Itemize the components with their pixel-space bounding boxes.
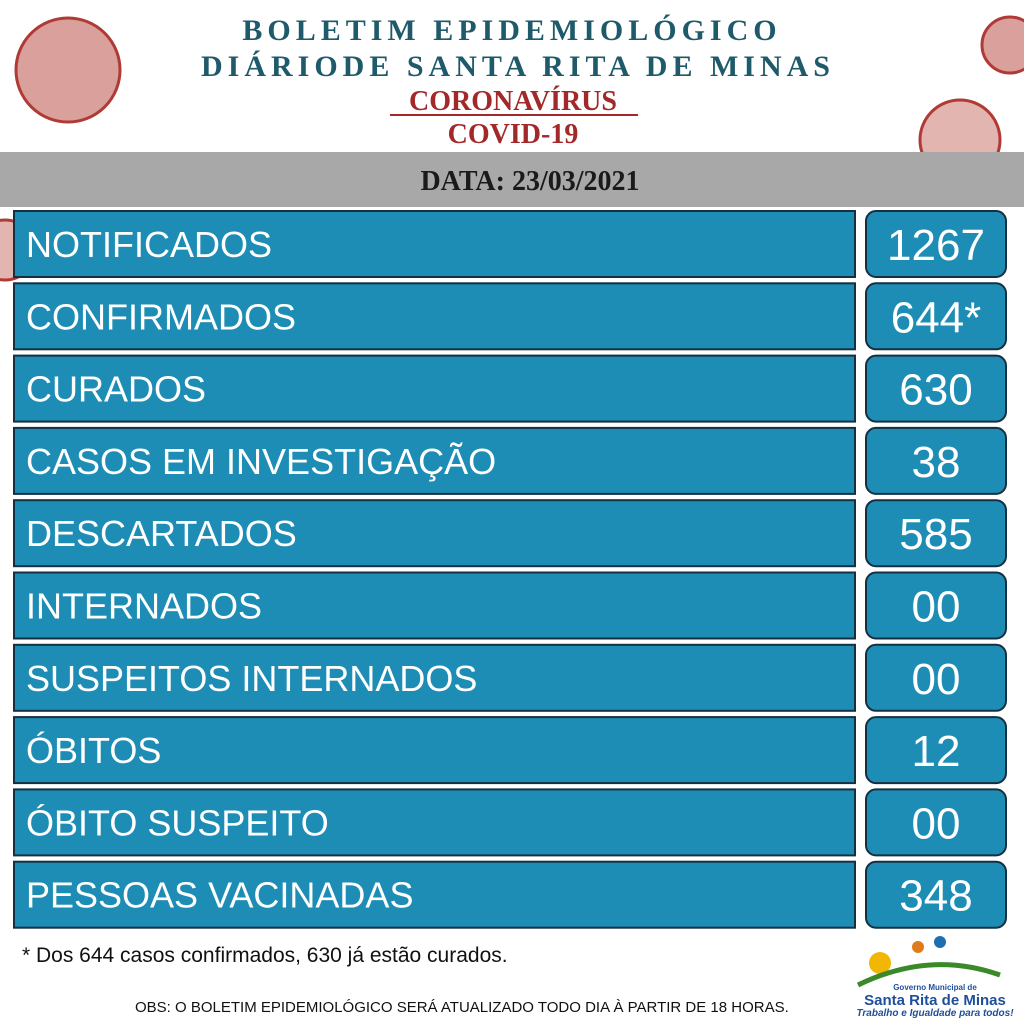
- row-value: 585: [899, 510, 972, 559]
- label-box: [13, 282, 856, 351]
- value-box: [865, 788, 1007, 857]
- rows: NOTIFICADOS 1267 CONFIRMADOS 644* CURADOS 630…: [13, 210, 1007, 929]
- row-value: 00: [912, 655, 961, 704]
- label-box: [13, 499, 856, 568]
- logo-figure: [912, 941, 924, 953]
- date: DATA: 23/03/2021: [420, 166, 639, 197]
- label-box: [13, 426, 856, 495]
- title-line: DIÁRIODE SANTA RITA DE MINAS: [201, 50, 835, 83]
- logo-figure: [934, 936, 946, 948]
- row-label: PESSOAS VACINADAS: [26, 875, 413, 916]
- value-box: [865, 426, 1007, 495]
- subtitle: COVID-19: [448, 119, 579, 150]
- row-label: ÓBITO SUSPEITO: [26, 802, 329, 843]
- label-box: [13, 571, 856, 640]
- logo-text: Santa Rita de Minas: [864, 992, 1006, 1009]
- row-label: SUSPEITOS INTERNADOS: [26, 658, 477, 699]
- row-value: 38: [912, 438, 961, 487]
- row-value: 1267: [887, 221, 985, 270]
- row-label: ÓBITOS: [26, 730, 161, 771]
- logo: Governo Municipal de Santa Rita de Minas…: [856, 936, 1014, 1019]
- subtitle: CORONAVÍRUS: [409, 86, 617, 117]
- value-box: [865, 499, 1007, 568]
- row-value: 348: [899, 872, 972, 921]
- label-box: [13, 643, 856, 712]
- label-box: [13, 354, 856, 423]
- logo-hill: [856, 962, 1001, 988]
- label-box: [13, 788, 856, 857]
- label-box: [13, 860, 856, 929]
- footnote: * Dos 644 casos confirmados, 630 já estã…: [22, 944, 508, 967]
- value-box: [865, 716, 1007, 785]
- row-label: INTERNADOS: [26, 586, 262, 627]
- row-value: 644*: [891, 293, 982, 342]
- logo-sun: [869, 952, 891, 974]
- value-box: [865, 571, 1007, 640]
- row-label: NOTIFICADOS: [26, 224, 272, 265]
- value-box: [865, 860, 1007, 929]
- title-line: BOLETIM EPIDEMIOLÓGICO: [242, 14, 781, 47]
- row-label: CURADOS: [26, 369, 206, 410]
- value-box: [865, 210, 1007, 278]
- row-value: 630: [899, 366, 972, 415]
- logo-text: Governo Municipal de: [893, 983, 977, 992]
- row-value: 12: [912, 727, 961, 776]
- value-box: [865, 643, 1007, 712]
- value-box: [865, 354, 1007, 423]
- logo-text: Trabalho e Igualdade para todos!: [856, 1008, 1014, 1019]
- row-label: CONFIRMADOS: [26, 296, 296, 337]
- value-box: [865, 282, 1007, 351]
- label-box: [13, 716, 856, 785]
- label-box: [13, 210, 856, 278]
- row-label: CASOS EM INVESTIGAÇÃO: [26, 441, 496, 482]
- row-value: 00: [912, 799, 961, 848]
- date-bar: [0, 152, 1024, 207]
- row-label: DESCARTADOS: [26, 513, 297, 554]
- row-value: 00: [912, 583, 961, 632]
- obs: OBS: O BOLETIM EPIDEMIOLÓGICO SERÁ ATUAL…: [135, 999, 789, 1016]
